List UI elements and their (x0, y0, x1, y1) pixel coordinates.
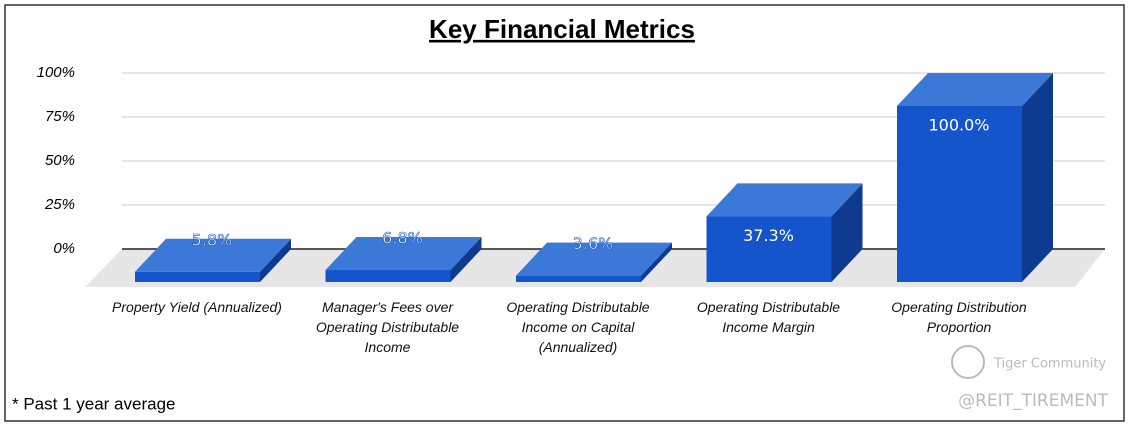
x-tick-label: Operating Distributable Income on Capita… (506, 299, 650, 355)
value-label: 5.8% (192, 230, 233, 249)
bar-side (450, 237, 482, 282)
bar (135, 271, 260, 282)
watermark-logo (951, 345, 985, 379)
footnote: * Past 1 year average (12, 394, 175, 413)
y-tick-label: 50% (45, 152, 75, 169)
bar (516, 275, 641, 282)
bar-top (706, 183, 863, 217)
bar (706, 216, 832, 282)
value-label: 37.3% (743, 226, 794, 245)
x-tick-label: Manager's Fees over Operating Distributa… (315, 299, 460, 355)
watermark-handle: @REIT_TIREMENT (958, 391, 1109, 411)
bar-top (516, 242, 672, 276)
value-label: 3.6% (573, 234, 614, 253)
y-tick-label: 100% (37, 64, 75, 81)
frame (4, 4, 1125, 422)
bar-top (897, 73, 1053, 106)
y-tick-label: 0% (53, 240, 75, 257)
x-tick-label: Operating Distribution Proportion (891, 299, 1027, 335)
value-label: 100.0% (928, 116, 989, 135)
bar-side (831, 183, 863, 282)
chart-title: Key Financial Metrics (429, 14, 695, 44)
watermark-brand: Tiger Community (993, 357, 1106, 372)
bar (325, 270, 451, 282)
value-label: 6.8% (382, 229, 423, 248)
y-tick-label: 25% (44, 196, 75, 213)
bar-side (1022, 73, 1053, 282)
bar-side (260, 238, 291, 282)
y-tick-label: 75% (45, 108, 75, 125)
bar-top (135, 238, 291, 272)
x-tick-label: Operating Distributable Income Margin (696, 299, 841, 335)
bar-side (641, 242, 672, 282)
bar (897, 106, 1022, 282)
bar-top (325, 237, 482, 271)
x-tick-label: Property Yield (Annualized) (112, 299, 282, 315)
